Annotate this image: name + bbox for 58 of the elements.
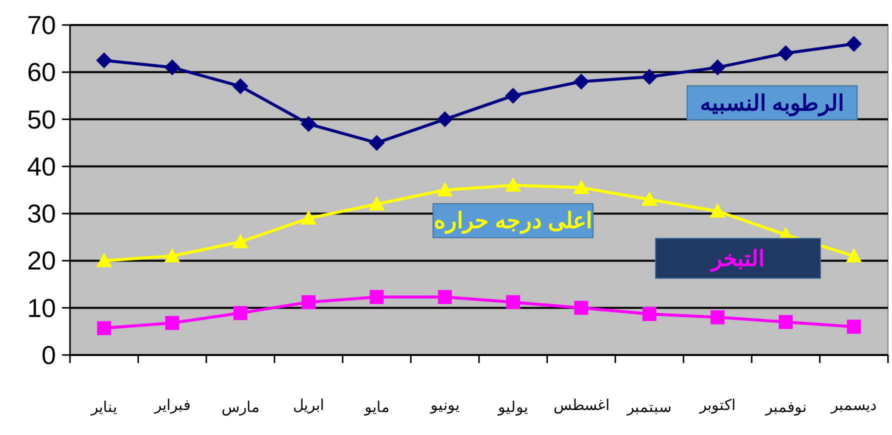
x-tick-label: يوليو bbox=[497, 399, 528, 416]
y-tick-label: 50 bbox=[27, 104, 56, 134]
x-tick-label: اغسطس bbox=[553, 397, 610, 414]
point bbox=[505, 88, 522, 104]
point bbox=[641, 68, 658, 85]
point bbox=[778, 45, 794, 62]
point bbox=[642, 306, 656, 321]
y-tick-label: 60 bbox=[27, 57, 56, 88]
point bbox=[302, 295, 316, 310]
x-tick-label: يونيو bbox=[429, 397, 460, 414]
y-tick-label: 40 bbox=[27, 151, 56, 182]
point bbox=[232, 78, 248, 94]
point bbox=[96, 52, 112, 68]
point bbox=[710, 310, 725, 324]
point bbox=[300, 116, 317, 132]
series-label: الرطوبه النسبيه bbox=[700, 90, 844, 116]
point bbox=[574, 300, 588, 315]
point bbox=[710, 203, 726, 218]
point bbox=[573, 180, 590, 194]
series-label: اعلى درجه حراره bbox=[434, 208, 592, 234]
point bbox=[436, 111, 453, 128]
point bbox=[641, 191, 658, 206]
x-tick-label: نوفمبر bbox=[764, 399, 806, 416]
point bbox=[846, 248, 862, 262]
point bbox=[165, 316, 180, 330]
point bbox=[846, 36, 862, 52]
point bbox=[96, 252, 112, 268]
point bbox=[233, 306, 248, 320]
y-tick-label: 0 bbox=[42, 340, 56, 370]
point bbox=[573, 74, 590, 90]
point bbox=[438, 290, 452, 304]
point bbox=[846, 320, 861, 334]
point bbox=[97, 321, 112, 336]
point bbox=[164, 59, 180, 76]
y-tick-label: 30 bbox=[27, 198, 56, 229]
point bbox=[506, 295, 520, 310]
y-tick-label: 70 bbox=[27, 10, 56, 40]
point bbox=[505, 177, 522, 192]
point bbox=[164, 248, 180, 262]
x-tick-label: مايو bbox=[363, 399, 390, 416]
y-tick-label: 10 bbox=[27, 292, 56, 323]
x-tick-label: يناير bbox=[90, 399, 118, 416]
point bbox=[370, 290, 384, 304]
x-tick-label: ابريل bbox=[293, 397, 324, 414]
point bbox=[710, 59, 726, 76]
point bbox=[300, 210, 317, 225]
x-tick-label: ديسمبر bbox=[830, 397, 877, 414]
x-tick-label: اكتوبر bbox=[698, 397, 736, 414]
point bbox=[232, 234, 248, 248]
series-label: التبخر bbox=[710, 246, 765, 272]
x-tick-label: فبراير bbox=[153, 397, 190, 414]
point bbox=[436, 182, 453, 196]
x-tick-label: سبتمبر bbox=[626, 399, 672, 416]
x-tick-label: مارس bbox=[221, 399, 260, 416]
point bbox=[778, 315, 793, 329]
point bbox=[368, 134, 385, 151]
y-tick-label: 20 bbox=[27, 246, 56, 276]
point bbox=[368, 196, 385, 211]
